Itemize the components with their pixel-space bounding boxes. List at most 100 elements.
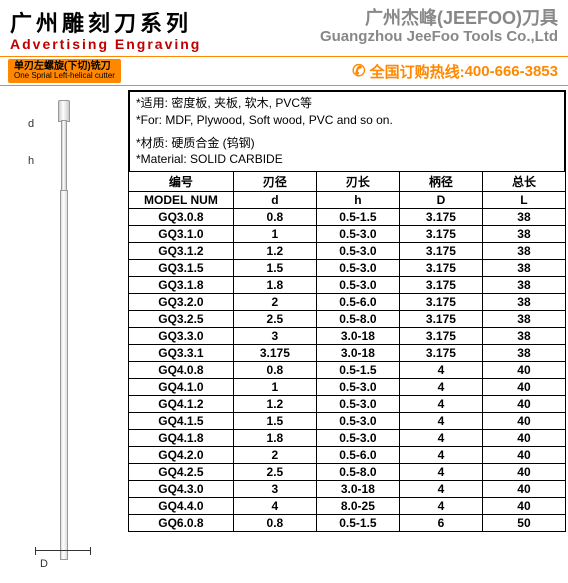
table-cell: 50	[482, 515, 565, 532]
table-row: GQ4.2.020.5-6.0440	[129, 447, 566, 464]
table-head-cn: 编号刃径刃长柄径总长	[129, 172, 566, 192]
table-cell: 40	[482, 362, 565, 379]
table-cell: 1	[233, 379, 316, 396]
table-cell: GQ4.0.8	[129, 362, 234, 379]
table-cell: GQ4.1.0	[129, 379, 234, 396]
col-header-cn: 刃径	[233, 172, 316, 192]
table-cell: 38	[482, 226, 565, 243]
table-cell: 8.0-25	[316, 498, 399, 515]
orange-strip: 单刃左螺旋(下切)铣刀 One Sprial Left-helical cutt…	[0, 56, 568, 86]
table-cell: 4	[399, 413, 482, 430]
company-cn: 广州杰峰(JEEFOO)刀具	[320, 4, 558, 30]
page-header: 广州雕刻刀系列 Advertising Engraving 广州杰峰(JEEFO…	[0, 0, 568, 56]
col-header-en: MODEL NUM	[129, 192, 234, 209]
table-cell: 40	[482, 498, 565, 515]
table-head-en: MODEL NUMdhDL	[129, 192, 566, 209]
dim-D-label: D	[40, 558, 48, 570]
table-cell: 38	[482, 209, 565, 226]
table-cell: 38	[482, 243, 565, 260]
table-cell: 0.5-3.0	[316, 413, 399, 430]
table-row: GQ3.2.52.50.5-8.03.17538	[129, 311, 566, 328]
table-cell: 0.5-1.5	[316, 209, 399, 226]
table-cell: 1.5	[233, 260, 316, 277]
table-cell: 0.5-3.0	[316, 277, 399, 294]
table-cell: 38	[482, 294, 565, 311]
col-header-en: h	[316, 192, 399, 209]
table-cell: 3	[233, 328, 316, 345]
table-head: 编号刃径刃长柄径总长 MODEL NUMdhDL	[129, 172, 566, 209]
table-cell: 2	[233, 447, 316, 464]
note-line: *材质: 硬质合金 (钨钢)	[136, 135, 558, 152]
table-cell: GQ4.1.2	[129, 396, 234, 413]
tool-flute	[58, 100, 70, 122]
table-cell: 0.5-6.0	[316, 294, 399, 311]
table-cell: 0.5-3.0	[316, 226, 399, 243]
tool-neck	[61, 120, 67, 190]
table-cell: GQ3.3.1	[129, 345, 234, 362]
company-block: 广州杰峰(JEEFOO)刀具 Guangzhou JeeFoo Tools Co…	[320, 4, 558, 45]
table-cell: 3.0-18	[316, 328, 399, 345]
table-cell: 3	[233, 481, 316, 498]
table-row: GQ3.0.80.80.5-1.53.17538	[129, 209, 566, 226]
table-cell: 40	[482, 464, 565, 481]
tool-shank	[60, 190, 68, 560]
table-cell: 4	[399, 447, 482, 464]
table-cell: 40	[482, 379, 565, 396]
table-cell: GQ4.3.0	[129, 481, 234, 498]
table-cell: GQ3.3.0	[129, 328, 234, 345]
table-cell: GQ4.4.0	[129, 498, 234, 515]
table-cell: 0.5-3.0	[316, 396, 399, 413]
table-cell: 38	[482, 277, 565, 294]
company-en: Guangzhou JeeFoo Tools Co.,Ltd	[320, 28, 558, 45]
table-cell: GQ4.2.5	[129, 464, 234, 481]
col-header-cn: 编号	[129, 172, 234, 192]
col-header-en: L	[482, 192, 565, 209]
table-cell: 0.5-1.5	[316, 515, 399, 532]
table-cell: 4	[233, 498, 316, 515]
col-header-cn: 总长	[482, 172, 565, 192]
hotline: ✆ 全国订购热线: 400-666-3853	[352, 61, 558, 82]
table-cell: 0.5-3.0	[316, 430, 399, 447]
table-cell: 1.2	[233, 243, 316, 260]
table-cell: 40	[482, 447, 565, 464]
table-cell: 40	[482, 396, 565, 413]
table-cell: 1.8	[233, 277, 316, 294]
hotline-label: 全国订购热线:	[370, 61, 465, 82]
table-row: GQ3.3.033.0-183.17538	[129, 328, 566, 345]
table-cell: 40	[482, 481, 565, 498]
note-line: *For: MDF, Plywood, Soft wood, PVC and s…	[136, 112, 558, 129]
table-cell: GQ3.0.8	[129, 209, 234, 226]
table-cell: 4	[399, 379, 482, 396]
phone-icon: ✆	[352, 61, 365, 81]
tool-diagram: d h D	[0, 90, 128, 580]
table-row: GQ3.1.010.5-3.03.17538	[129, 226, 566, 243]
table-cell: 3.175	[399, 243, 482, 260]
col-header-en: D	[399, 192, 482, 209]
table-cell: 3.175	[399, 294, 482, 311]
table-cell: 0.8	[233, 515, 316, 532]
table-cell: GQ3.2.0	[129, 294, 234, 311]
table-cell: 3.175	[399, 311, 482, 328]
table-cell: 3.175	[399, 226, 482, 243]
table-cell: 0.5-3.0	[316, 379, 399, 396]
table-row: GQ4.1.51.50.5-3.0440	[129, 413, 566, 430]
table-cell: 4	[399, 362, 482, 379]
table-cell: 4	[399, 396, 482, 413]
table-row: GQ4.1.010.5-3.0440	[129, 379, 566, 396]
table-cell: GQ4.2.0	[129, 447, 234, 464]
table-cell: 0.8	[233, 362, 316, 379]
table-cell: 3.175	[233, 345, 316, 362]
table-cell: 3.175	[399, 277, 482, 294]
table-cell: 3.0-18	[316, 481, 399, 498]
table-cell: GQ3.1.2	[129, 243, 234, 260]
table-cell: 3.175	[399, 260, 482, 277]
table-row: GQ4.4.048.0-25440	[129, 498, 566, 515]
table-cell: 3.175	[399, 328, 482, 345]
col-header-cn: 柄径	[399, 172, 482, 192]
table-row: GQ3.2.020.5-6.03.17538	[129, 294, 566, 311]
table-cell: 0.5-8.0	[316, 311, 399, 328]
table-cell: 40	[482, 413, 565, 430]
tag-en: One Sprial Left-helical cutter	[14, 72, 115, 81]
table-cell: 1.2	[233, 396, 316, 413]
table-cell: 0.5-8.0	[316, 464, 399, 481]
